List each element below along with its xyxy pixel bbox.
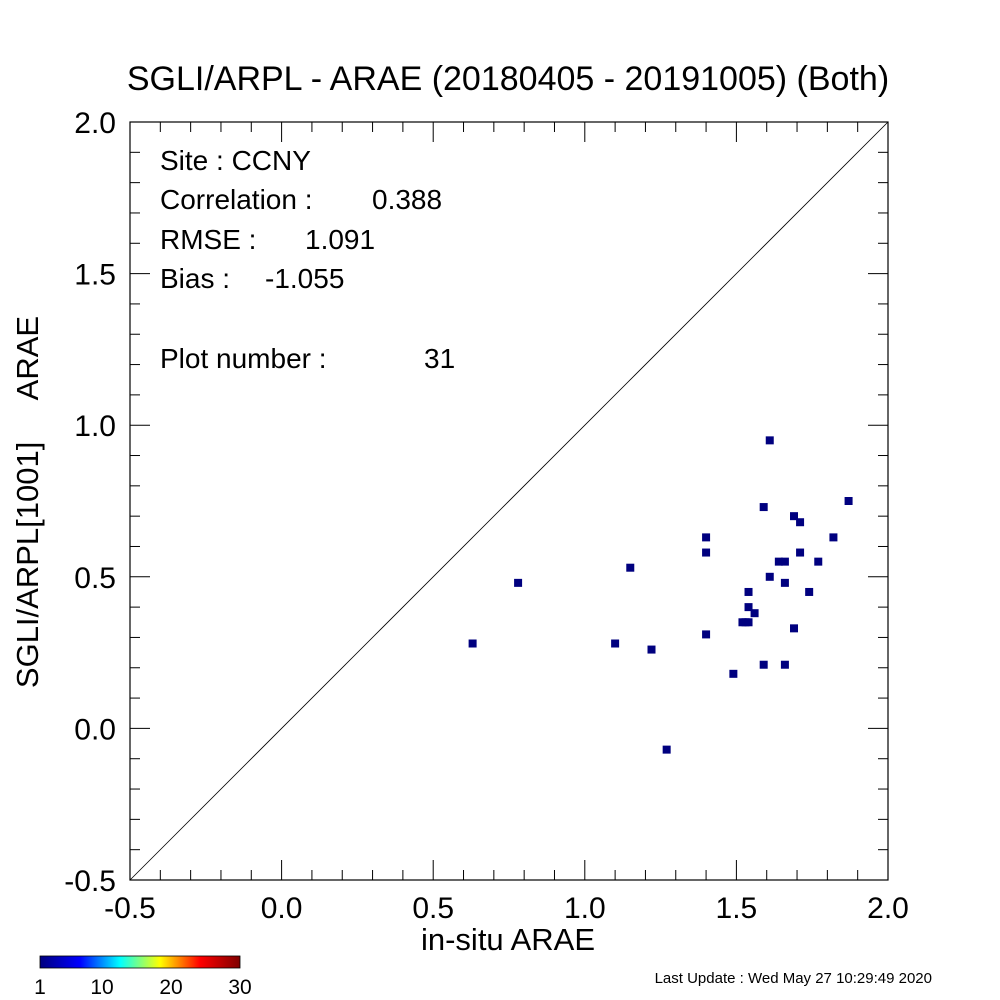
data-point — [611, 639, 620, 648]
colorbar: 1 10 20 30 — [34, 955, 252, 999]
data-point — [796, 518, 805, 527]
last-update-text: Last Update : Wed May 27 10:29:49 2020 — [655, 970, 932, 987]
y-tick-label: 1.5 — [74, 259, 116, 292]
y-tick-label: 0.5 — [74, 562, 116, 595]
site-label: Site : CCNY — [160, 145, 311, 176]
y-tick-label: 1.0 — [74, 410, 116, 443]
data-point — [814, 557, 823, 566]
y-tick-label: 2.0 — [74, 107, 116, 140]
x-tick-label: 0.5 — [412, 892, 454, 925]
correlation-label: Correlation : — [160, 184, 313, 215]
data-point — [780, 557, 789, 566]
data-point — [805, 587, 814, 596]
data-point — [774, 557, 783, 566]
bias-value: -1.055 — [265, 263, 344, 294]
x-tick-label: -0.5 — [104, 892, 156, 925]
data-point — [829, 533, 838, 542]
rmse-value: 1.091 — [305, 224, 375, 255]
data-point — [759, 503, 768, 512]
correlation-value: 0.388 — [372, 184, 442, 215]
data-point — [796, 548, 805, 557]
y-axis-label: SGLI/ARPL[1001] ARAE — [10, 316, 45, 688]
plot-number-value: 31 — [424, 343, 455, 374]
data-point — [765, 572, 774, 581]
data-point — [702, 630, 711, 639]
data-point — [744, 603, 753, 612]
data-point — [702, 548, 711, 557]
stats-annotation: Site : CCNY Correlation : 0.388 RMSE : 1… — [160, 145, 455, 374]
plot-number-label: Plot number : — [160, 343, 327, 374]
data-point — [729, 669, 738, 678]
axis-ticks — [129, 121, 889, 881]
x-tick-label: 1.0 — [564, 892, 606, 925]
x-axis-label: in-situ ARAE — [421, 922, 595, 957]
data-point — [744, 618, 753, 627]
x-tick-label: 2.0 — [867, 892, 909, 925]
data-point — [750, 609, 759, 618]
data-point — [790, 624, 799, 633]
data-point — [790, 512, 799, 521]
data-point — [759, 660, 768, 669]
colorbar-tick-label: 10 — [90, 976, 113, 999]
data-point — [844, 497, 853, 505]
rmse-label: RMSE : — [160, 224, 256, 255]
data-point — [468, 639, 477, 648]
one-to-one-line — [129, 121, 889, 881]
data-points — [468, 436, 853, 754]
x-tick-label: 1.5 — [716, 892, 758, 925]
chart-title: SGLI/ARPL - ARAE (20180405 - 20191005) (… — [127, 60, 889, 98]
y-tick-label: 0.0 — [74, 713, 116, 746]
data-point — [780, 578, 789, 587]
plot-frame — [129, 121, 889, 881]
data-point — [702, 533, 711, 542]
data-point — [662, 745, 671, 754]
colorbar-tick-label: 1 — [34, 976, 46, 999]
colorbar-gradient — [39, 955, 241, 969]
data-point — [765, 436, 774, 445]
data-point — [780, 660, 789, 669]
colorbar-tick-label: 20 — [159, 976, 182, 999]
x-tick-label: 0.0 — [261, 892, 303, 925]
bias-label: Bias : — [160, 263, 230, 294]
y-tick-label: -0.5 — [64, 865, 116, 898]
data-point — [647, 645, 656, 654]
data-point — [626, 563, 635, 572]
colorbar-tick-label: 30 — [228, 976, 251, 999]
data-point — [744, 587, 753, 596]
plot-area: -0.5 0.0 0.5 1.0 1.5 2.0 -0.5 0.0 0.5 1.0 1.5 2.0 — [64, 107, 909, 925]
colorbar-ticks: 1 10 20 30 — [34, 976, 252, 999]
data-point — [514, 578, 523, 587]
axis-tick-labels: -0.5 0.0 0.5 1.0 1.5 2.0 -0.5 0.0 0.5 1.0 1.5 2.0 — [64, 107, 909, 925]
